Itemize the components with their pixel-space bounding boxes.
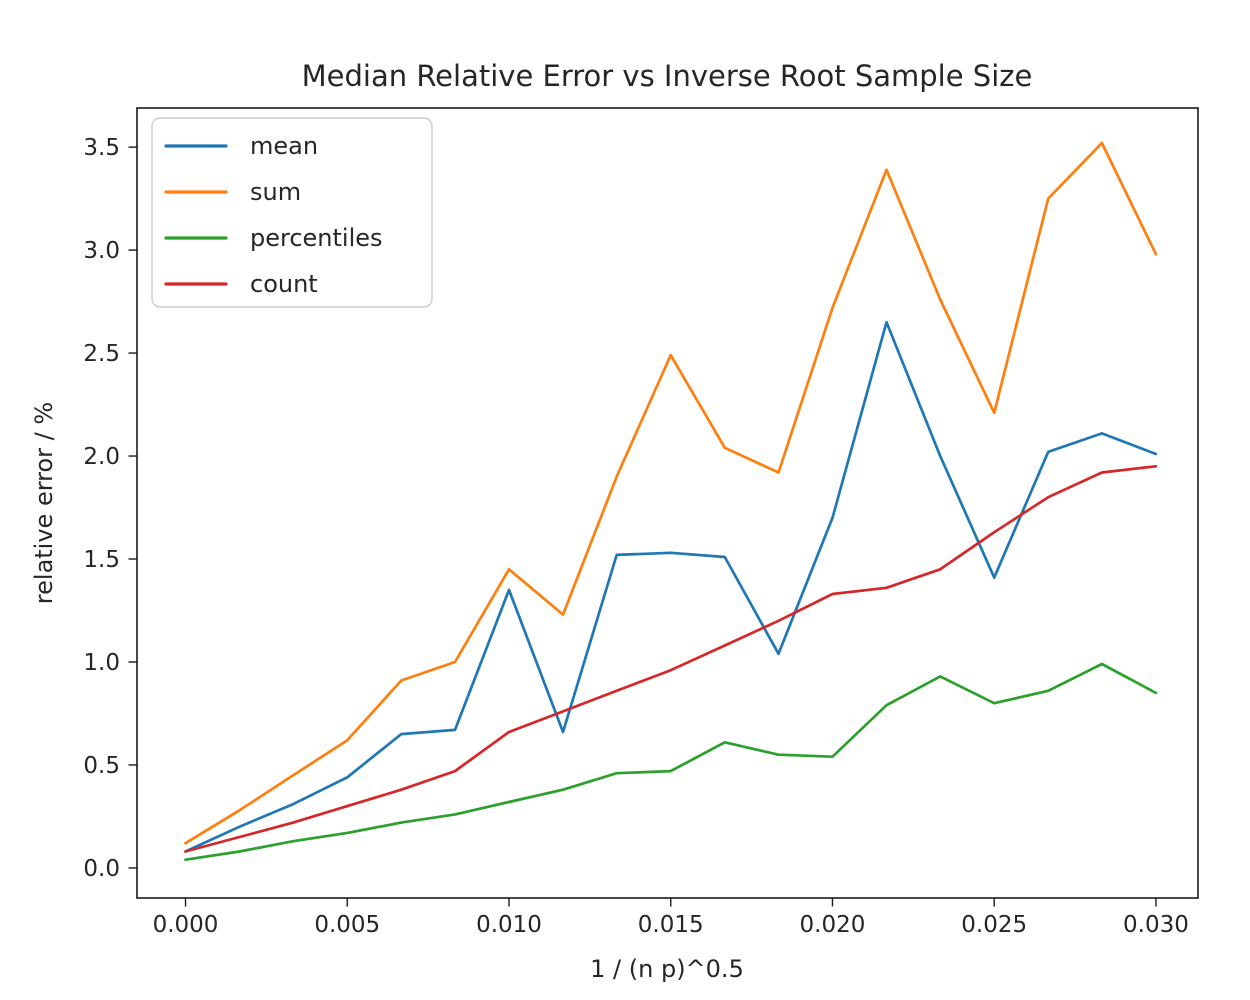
- data-lines: [184, 141, 1158, 862]
- x-tick-label: 0.020: [800, 912, 866, 938]
- y-axis-label: relative error / %: [30, 402, 58, 604]
- y-tick-label: 2.5: [83, 341, 120, 367]
- legend-label-percentiles: percentiles: [250, 224, 383, 252]
- y-tick-label: 1.5: [83, 547, 120, 573]
- x-tick-label: 0.010: [476, 912, 542, 938]
- y-tick-label: 1.0: [83, 650, 120, 676]
- x-tick-label: 0.015: [638, 912, 704, 938]
- y-tick-label: 0.5: [83, 753, 120, 779]
- y-tick-label: 3.0: [83, 238, 120, 264]
- legend-box: [151, 117, 433, 308]
- series-line-percentiles: [184, 662, 1158, 862]
- legend-label-count: count: [250, 270, 318, 298]
- x-tick-label: 0.005: [314, 912, 380, 938]
- series-line-count: [184, 464, 1158, 853]
- legend-label-mean: mean: [250, 132, 318, 160]
- legend: mean sum percentiles count: [151, 117, 433, 308]
- legend-label-sum: sum: [250, 178, 301, 206]
- axis-ticks: [128, 146, 1157, 907]
- chart-title: Median Relative Error vs Inverse Root Sa…: [302, 59, 1033, 93]
- x-tick-label: 0.030: [1123, 912, 1189, 938]
- x-axis-label: 1 / (n p)^0.5: [590, 955, 744, 983]
- y-tick-label: 2.0: [83, 444, 120, 470]
- x-tick-label: 0.000: [153, 912, 219, 938]
- axis-tick-labels: 0.000 0.005 0.010 0.015 0.020 0.025 0.030 0.0 0.…: [83, 135, 1188, 938]
- y-tick-label: 3.5: [83, 135, 120, 161]
- series-line-sum: [184, 141, 1158, 845]
- legend-entries: mean sum percentiles count: [164, 132, 383, 298]
- y-tick-label: 0.0: [83, 856, 120, 882]
- x-tick-label: 0.025: [961, 912, 1027, 938]
- series-line-mean: [184, 320, 1158, 853]
